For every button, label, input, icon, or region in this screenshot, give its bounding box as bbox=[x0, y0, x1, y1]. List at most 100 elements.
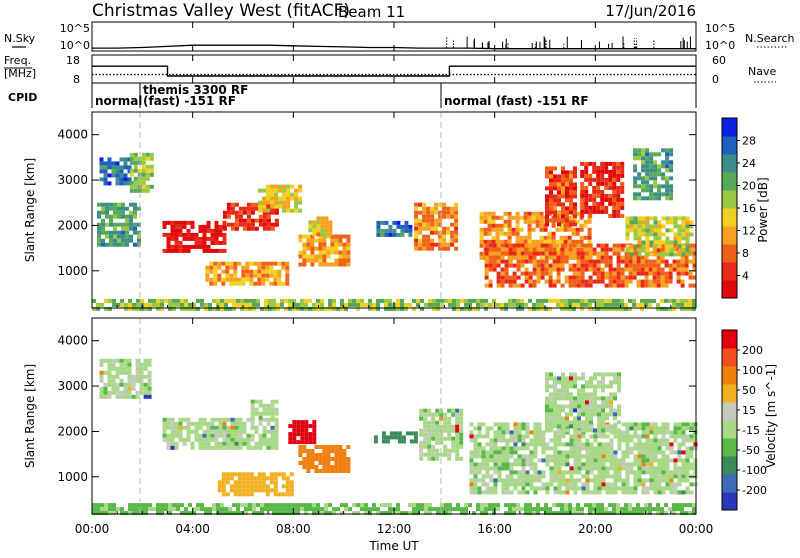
data-cell bbox=[241, 492, 246, 497]
data-cell bbox=[497, 430, 502, 435]
data-cell bbox=[508, 298, 512, 303]
data-cell bbox=[621, 422, 626, 427]
data-cell bbox=[617, 486, 622, 491]
data-cell bbox=[549, 466, 554, 471]
data-cell bbox=[573, 428, 577, 433]
data-cell bbox=[596, 177, 601, 182]
data-cell bbox=[286, 188, 291, 193]
data-cell bbox=[270, 415, 275, 420]
data-cell bbox=[513, 426, 518, 431]
data-cell bbox=[213, 281, 218, 286]
data-cell bbox=[314, 246, 319, 251]
data-cell bbox=[430, 242, 435, 247]
data-cell bbox=[109, 206, 113, 211]
data-cell bbox=[254, 399, 259, 404]
data-cell bbox=[492, 251, 497, 256]
data-cell bbox=[166, 417, 171, 422]
data-cell bbox=[414, 222, 419, 227]
data-cell bbox=[254, 218, 259, 223]
data-cell bbox=[677, 430, 682, 435]
data-cell bbox=[549, 186, 553, 191]
data-cell bbox=[637, 152, 642, 157]
data-cell bbox=[629, 426, 634, 431]
data-cell bbox=[426, 206, 431, 211]
data-cell bbox=[168, 503, 172, 508]
data-cell bbox=[455, 452, 460, 457]
data-cell bbox=[661, 466, 666, 471]
data-cell bbox=[528, 247, 533, 252]
data-cell bbox=[376, 511, 380, 516]
data-cell bbox=[617, 470, 622, 475]
data-cell bbox=[418, 222, 423, 227]
data-cell bbox=[688, 275, 693, 280]
data-cell bbox=[649, 486, 654, 491]
data-cell bbox=[481, 458, 486, 463]
data-cell bbox=[342, 469, 347, 473]
velocity-ylabel: Slant Range [km] bbox=[23, 364, 37, 468]
data-cell bbox=[477, 446, 482, 451]
data-cell bbox=[633, 148, 638, 153]
data-cell bbox=[616, 243, 621, 248]
data-cell bbox=[596, 185, 601, 190]
data-cell bbox=[569, 400, 573, 405]
data-cell bbox=[573, 166, 577, 171]
data-cell bbox=[250, 226, 255, 231]
data-cell bbox=[214, 445, 219, 450]
colorbar-tick-label: -15 bbox=[742, 424, 760, 437]
data-cell bbox=[209, 277, 214, 282]
data-cell bbox=[532, 251, 537, 256]
data-cell bbox=[298, 184, 303, 189]
data-cell bbox=[529, 478, 534, 483]
data-cell bbox=[396, 306, 400, 311]
data-cell bbox=[174, 232, 179, 237]
data-cell bbox=[657, 152, 662, 157]
data-cell bbox=[617, 438, 622, 443]
data-cell bbox=[536, 243, 541, 248]
data-cell bbox=[652, 271, 657, 276]
data-cell bbox=[535, 239, 540, 244]
data-cell bbox=[580, 507, 584, 512]
colorbar-segment bbox=[722, 118, 737, 137]
data-cell bbox=[573, 490, 578, 495]
data-cell bbox=[230, 437, 235, 442]
data-cell bbox=[620, 283, 625, 288]
data-cell bbox=[170, 248, 175, 253]
data-cell bbox=[308, 503, 312, 508]
data-cell bbox=[123, 173, 128, 178]
y-tick-label: 4000 bbox=[57, 334, 88, 348]
data-cell bbox=[368, 511, 372, 516]
data-cell bbox=[264, 302, 268, 307]
data-cell bbox=[525, 426, 530, 431]
data-cell bbox=[228, 511, 232, 516]
data-cell bbox=[306, 254, 311, 259]
data-cell bbox=[435, 436, 440, 441]
data-cell bbox=[600, 267, 605, 272]
data-cell bbox=[545, 186, 549, 191]
data-cell bbox=[420, 507, 424, 512]
data-cell bbox=[420, 503, 424, 508]
data-cell bbox=[221, 476, 226, 481]
data-cell bbox=[517, 478, 522, 483]
data-cell bbox=[249, 484, 254, 489]
data-cell bbox=[625, 486, 630, 491]
colorbar-tick-label: 200 bbox=[742, 344, 763, 357]
data-cell bbox=[568, 298, 572, 303]
data-cell bbox=[496, 503, 500, 508]
data-cell bbox=[121, 230, 125, 235]
data-cell bbox=[273, 261, 278, 266]
data-cell bbox=[501, 490, 506, 495]
data-cell bbox=[508, 259, 513, 264]
data-cell bbox=[504, 503, 508, 508]
data-cell bbox=[665, 462, 670, 467]
data-cell bbox=[292, 298, 296, 303]
data-cell bbox=[117, 222, 121, 227]
data-cell bbox=[505, 490, 510, 495]
data-cell bbox=[589, 450, 594, 455]
data-cell bbox=[561, 404, 565, 409]
data-cell bbox=[633, 180, 638, 185]
data-cell bbox=[535, 219, 540, 224]
data-cell bbox=[633, 184, 638, 189]
data-cell bbox=[160, 511, 164, 516]
data-cell bbox=[581, 424, 585, 429]
